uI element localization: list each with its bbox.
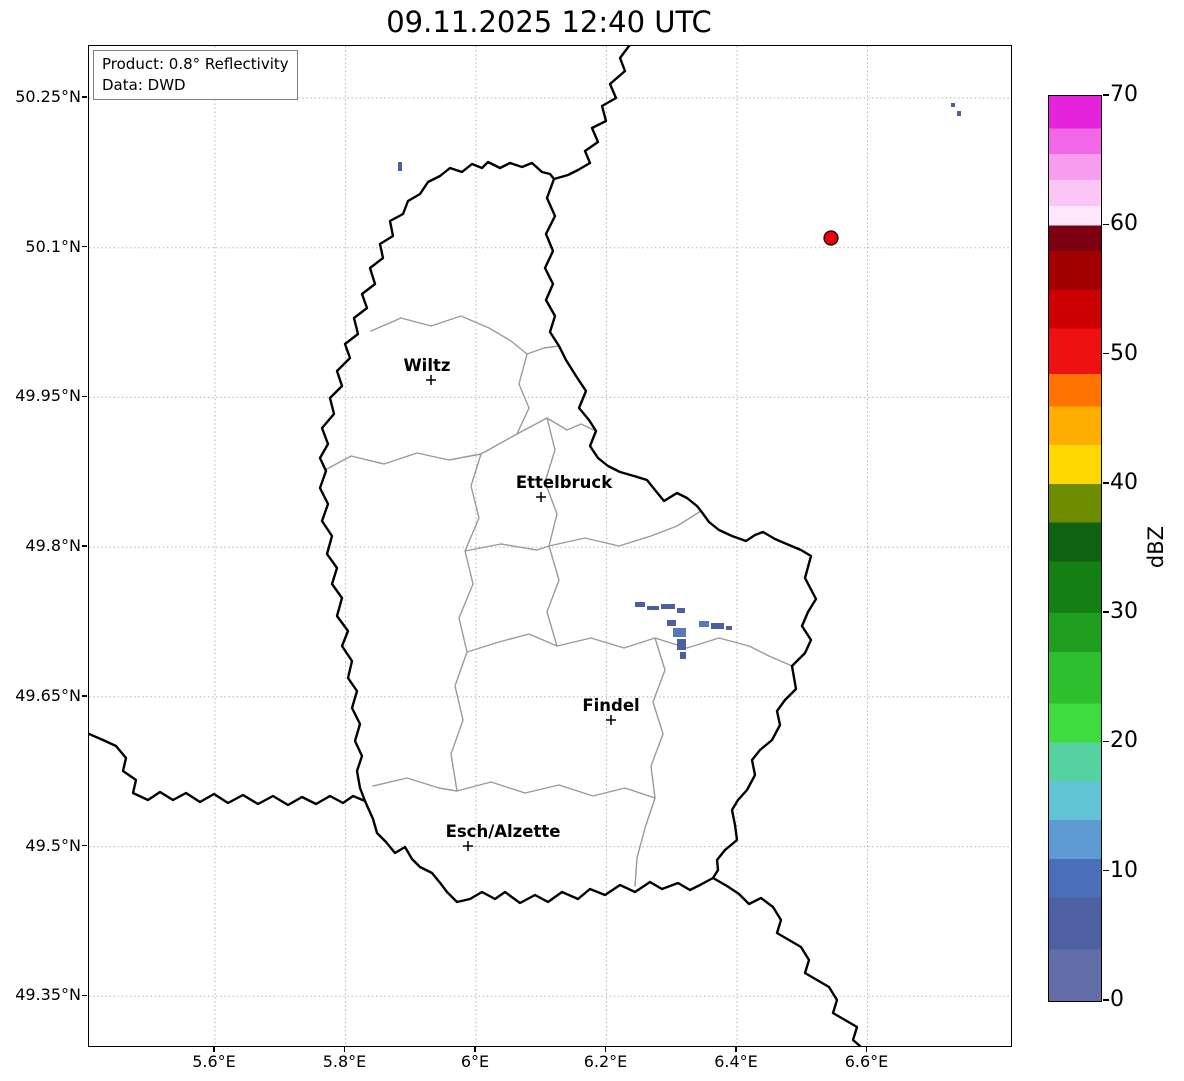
radar-echo <box>677 639 686 650</box>
y-axis-tick-label: 49.35°N <box>15 985 81 1005</box>
city-label: Findel <box>582 696 639 715</box>
radar-echo <box>677 608 685 613</box>
city-marker <box>426 375 436 385</box>
colorbar-tick-mark <box>1103 611 1109 613</box>
colorbar-axis-label: dBZ <box>1144 525 1168 569</box>
colorbar-tick-label: 0 <box>1110 987 1124 1012</box>
y-axis-tick-mark <box>81 994 87 997</box>
colorbar-tick-label: 10 <box>1110 857 1138 883</box>
colorbar-gradient <box>1049 96 1101 1001</box>
colorbar-tick-mark <box>1103 352 1109 355</box>
y-axis-tick-mark <box>81 844 87 847</box>
border-france-germany <box>711 876 862 1046</box>
radar-echo <box>398 162 402 171</box>
x-axis-tick-mark <box>735 1046 737 1052</box>
y-axis-tick-label: 49.65°N <box>15 685 81 705</box>
radar-echo <box>726 626 732 630</box>
gridlines <box>89 46 1011 1046</box>
city-label: Ettelbruck <box>516 473 613 492</box>
radar-echo <box>661 604 675 609</box>
x-axis-tick-label: 5.6°E <box>192 1052 236 1071</box>
radar-echo <box>635 602 645 607</box>
radar-echo <box>673 628 686 637</box>
radar-echo <box>667 620 676 626</box>
x-axis-tick-label: 6.2°E <box>583 1052 628 1071</box>
colorbar <box>1048 95 1102 1002</box>
x-axis-tick-mark <box>474 1046 476 1052</box>
x-axis-tick-mark <box>865 1046 868 1052</box>
colorbar-tick-mark <box>1103 482 1109 484</box>
colorbar-tick-mark <box>1103 869 1109 872</box>
y-axis-tick-mark <box>81 96 87 98</box>
colorbar-tick-label: 70 <box>1110 82 1138 107</box>
x-axis-tick-mark <box>604 1046 607 1052</box>
y-axis-tick-mark <box>81 395 87 398</box>
y-axis-tick-mark <box>81 695 87 697</box>
y-axis-tick-label: 50.1°N <box>25 236 81 256</box>
page-title: 09.11.2025 12:40 UTC <box>386 5 712 39</box>
x-axis-tick-label: 6.4°E <box>714 1052 758 1071</box>
colorbar-tick-mark <box>1103 223 1109 226</box>
colorbar-tick-mark <box>1103 94 1109 96</box>
city-label: Esch/Alzette <box>446 822 561 841</box>
radar-echo <box>957 111 961 116</box>
y-axis-tick-label: 49.8°N <box>25 536 81 556</box>
product-info-box: Product: 0.8° Reflectivity Data: DWD <box>93 50 298 100</box>
city-marker <box>606 715 616 725</box>
borders <box>89 46 862 1046</box>
city-marker <box>463 841 473 851</box>
map-plot: Wiltz Ettelbruck Findel Esch/Alzette Produc… <box>88 45 1012 1047</box>
colorbar-tick-mark <box>1103 999 1109 1001</box>
colorbar-tick-label: 30 <box>1110 599 1138 625</box>
radar-echo <box>951 103 955 107</box>
x-axis-tick-label: 6°E <box>460 1052 490 1071</box>
x-axis-tick-mark <box>343 1046 346 1052</box>
data-source-label: Data: DWD <box>102 76 186 94</box>
city-markers-layer: Wiltz Ettelbruck Findel Esch/Alzette <box>403 356 640 851</box>
colorbar-tick-label: 60 <box>1110 211 1138 237</box>
x-axis-tick-label: 5.8°E <box>322 1052 367 1071</box>
radar-site-marker <box>823 230 839 246</box>
colorbar-tick-mark <box>1103 740 1109 743</box>
city-marker <box>536 492 546 502</box>
y-axis-tick-mark <box>81 245 87 248</box>
luxembourg-map: Wiltz Ettelbruck Findel Esch/Alzette <box>89 46 1011 1046</box>
border-france-belgium <box>89 732 367 807</box>
y-axis-tick-label: 49.5°N <box>25 835 81 855</box>
x-axis-tick-label: 6.6°E <box>844 1052 889 1071</box>
colorbar-tick-label: 20 <box>1110 728 1138 754</box>
radar-site-layer <box>823 230 839 246</box>
radar-echo <box>699 621 709 627</box>
radar-echo <box>711 623 724 629</box>
y-axis-tick-label: 50.25°N <box>15 87 81 106</box>
y-axis-tick-label: 49.95°N <box>15 386 81 406</box>
colorbar-tick-label: 50 <box>1110 340 1138 366</box>
canton-borders <box>324 315 793 887</box>
border-luxembourg <box>318 160 818 905</box>
colorbar-tick-label: 40 <box>1110 469 1138 495</box>
border-belgium-germany <box>552 46 631 181</box>
x-axis-tick-mark <box>213 1046 215 1052</box>
y-axis-tick-mark <box>81 545 87 547</box>
radar-echo <box>647 606 659 610</box>
product-label: Product: 0.8° Reflectivity <box>102 55 289 73</box>
radar-echo <box>680 652 686 659</box>
city-label: Wiltz <box>403 356 450 375</box>
radar-echoes <box>398 103 961 659</box>
